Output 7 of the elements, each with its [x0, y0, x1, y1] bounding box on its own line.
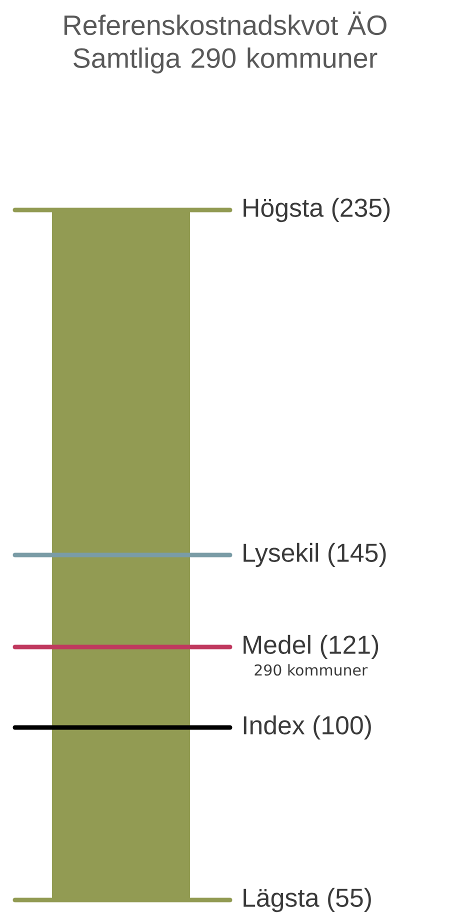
ref-line-label: Lägsta (55)	[244, 888, 371, 912]
ref-line-label: Lysekil (145)	[244, 542, 386, 568]
chart-title: Referenskostnadskvot ÄO Samtliga 290 kommuner	[64, 12, 386, 74]
ref-line-label: Medel (121)	[244, 634, 378, 660]
ref-line-label: Index (100)	[244, 715, 371, 740]
ref-line-label: Högsta (235)	[244, 198, 390, 222]
text: 290 kommuner	[254, 664, 368, 676]
